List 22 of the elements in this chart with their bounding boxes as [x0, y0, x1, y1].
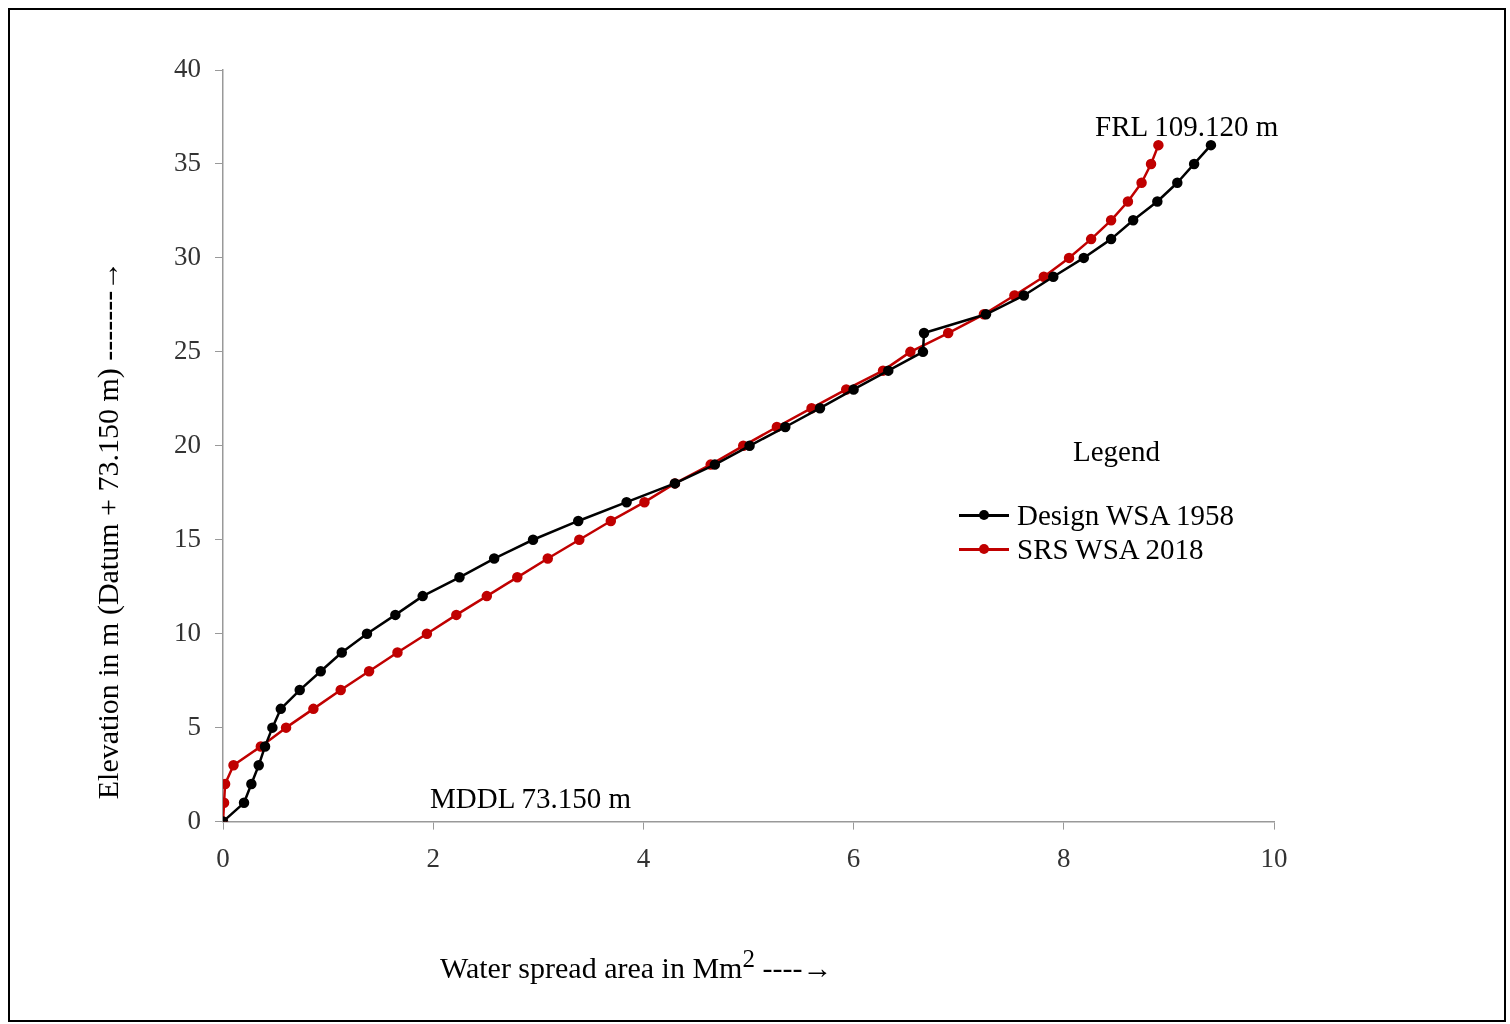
x-tick-label: 6 [846, 842, 861, 873]
annotation: FRL 109.120 m [1095, 110, 1279, 143]
legend-label: SRS WSA 2018 [1017, 532, 1204, 566]
y-tick-label: 40 [174, 53, 201, 84]
y-tick-label: 5 [187, 710, 201, 741]
x-tick-label: 10 [1260, 842, 1288, 873]
x-tick-label: 4 [636, 842, 651, 873]
y-tick-label: 15 [174, 522, 201, 553]
y-axis-title: Elevation in m (Datum + 73.150 m) -------→ [91, 260, 125, 800]
y-tick-label: 35 [174, 147, 201, 178]
legend-label: Design WSA 1958 [1017, 498, 1234, 532]
x-axis-title: Water spread area in Mm$^{2}$ ----→ [440, 945, 833, 985]
legend-title: Legend [1072, 435, 1161, 468]
y-tick-label: 25 [174, 334, 201, 365]
y-tick-label: 20 [174, 428, 201, 459]
x-tick-label: 0 [216, 842, 230, 873]
x-tick-label: 2 [426, 842, 440, 873]
y-tick-label: 10 [174, 616, 201, 647]
y-tick-label: 30 [174, 240, 201, 271]
annotation: MDDL 73.150 m [430, 782, 632, 815]
x-tick-label: 8 [1057, 842, 1071, 873]
y-tick-label: 0 [187, 804, 201, 835]
